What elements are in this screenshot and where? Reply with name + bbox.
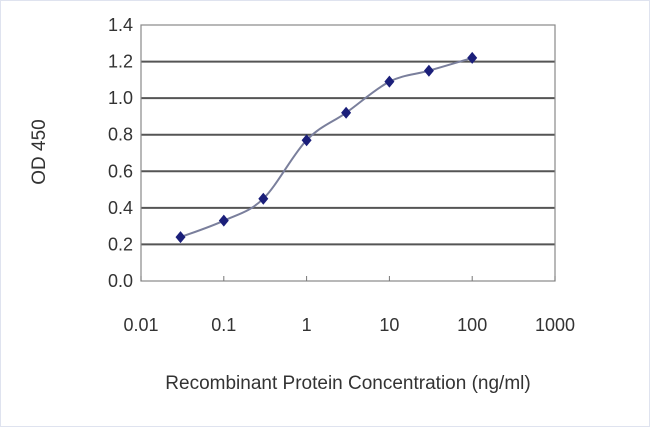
data-point <box>218 214 229 227</box>
y-tick-label: 0.2 <box>108 234 133 254</box>
y-axis-label: OD 450 <box>29 119 50 184</box>
gridlines <box>141 60 555 246</box>
data-point <box>384 75 395 88</box>
x-tick-label: 0.1 <box>211 315 236 335</box>
data-point <box>301 134 312 147</box>
series <box>175 51 478 244</box>
x-tick-label: 1000 <box>535 315 575 335</box>
series-line <box>180 56 473 239</box>
data-point <box>467 51 478 64</box>
data-point <box>175 231 186 244</box>
data-point <box>423 64 434 77</box>
y-tick-label: 0.8 <box>108 125 133 145</box>
data-point <box>258 192 269 205</box>
data-point <box>341 106 352 119</box>
y-tick-label: 1.0 <box>108 88 133 108</box>
y-tick-label: 0.0 <box>108 271 133 291</box>
y-tick-label: 0.4 <box>108 198 133 218</box>
y-axis: 0.0 0.2 0.4 0.6 0.8 1.0 1.2 1.4 <box>108 15 133 291</box>
y-tick-label: 1.2 <box>108 52 133 72</box>
x-tick-label: 1 <box>302 315 312 335</box>
x-axis: 0.01 0.1 1 10 100 1000 <box>123 276 575 335</box>
x-tick-label: 100 <box>457 315 487 335</box>
x-axis-label: Recombinant Protein Concentration (ng/ml… <box>165 373 530 394</box>
x-tick-label: 10 <box>379 315 399 335</box>
x-tick-label: 0.01 <box>123 315 158 335</box>
plot-area <box>140 24 556 282</box>
y-tick-label: 1.4 <box>108 15 133 35</box>
y-tick-label: 0.6 <box>108 161 133 181</box>
